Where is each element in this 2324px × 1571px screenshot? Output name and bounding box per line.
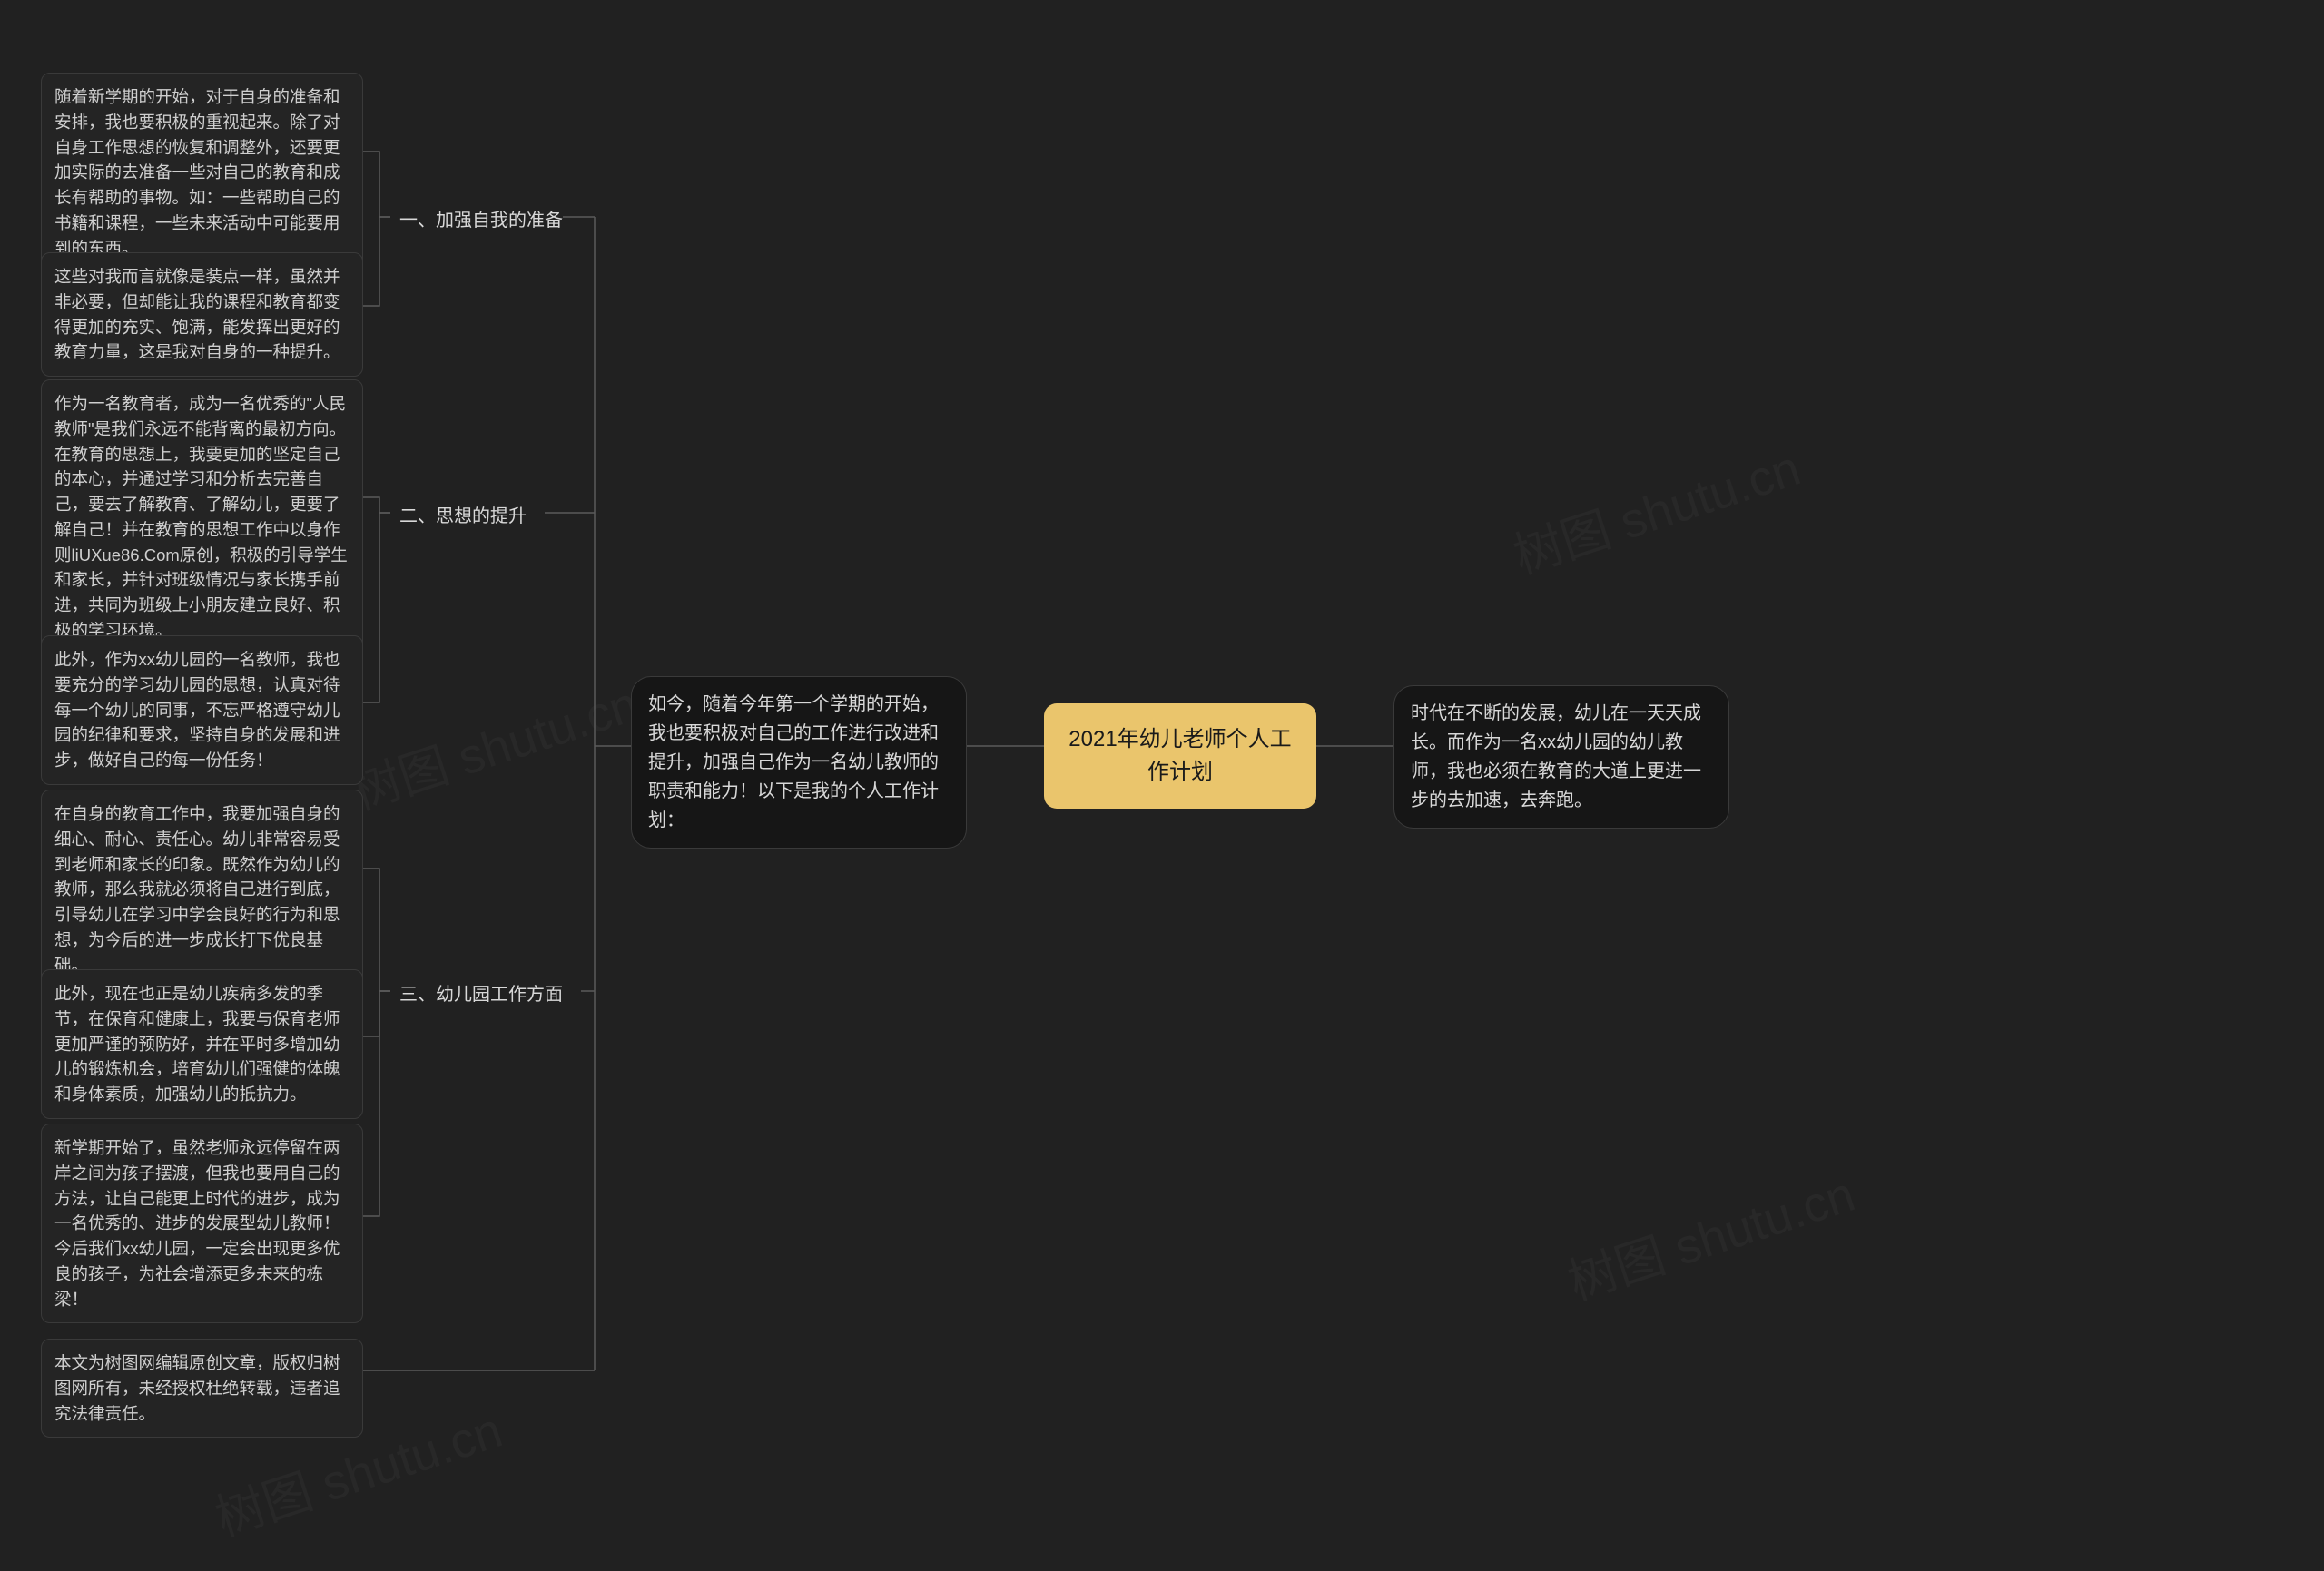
watermark: 树图 shutu.cn: [341, 663, 646, 823]
leaf-text: 此外，作为xx幼儿园的一名教师，我也要充分的学习幼儿园的思想，认真对待每一个幼儿…: [54, 650, 340, 770]
section-label: 一、加强自我的准备: [399, 211, 563, 231]
leaf-3-1[interactable]: 在自身的教育工作中，我要加强自身的细心、耐心、责任心。幼儿非常容易受到老师和家长…: [41, 790, 363, 989]
leaf-1-2[interactable]: 这些对我而言就像是装点一样，虽然并非必要，但却能让我的课程和教育都变得更加的充实…: [41, 252, 363, 377]
leaf-1-1[interactable]: 随着新学期的开始，对于自身的准备和安排，我也要积极的重视起来。除了对自身工作思想…: [41, 73, 363, 272]
leaf-2-2[interactable]: 此外，作为xx幼儿园的一名教师，我也要充分的学习幼儿园的思想，认真对待每一个幼儿…: [41, 635, 363, 785]
leaf-text: 在自身的教育工作中，我要加强自身的细心、耐心、责任心。幼儿非常容易受到老师和家长…: [54, 804, 340, 975]
mindmap-canvas: 树图 shutu.cn 树图 shutu.cn 树图 shutu.cn 树图 s…: [0, 0, 2324, 1571]
leaf-2-1[interactable]: 作为一名教育者，成为一名优秀的"人民教师"是我们永远不能背离的最初方向。在教育的…: [41, 379, 363, 655]
intro-node[interactable]: 如今，随着今年第一个学期的开始，我也要积极对自己的工作进行改进和提升，加强自己作…: [631, 676, 967, 849]
section-3[interactable]: 三、幼儿园工作方面: [390, 976, 590, 1015]
right-text: 时代在不断的发展，幼儿在一天天成长。而作为一名xx幼儿园的幼儿教师，我也必须在教…: [1411, 703, 1701, 810]
section-1[interactable]: 一、加强自我的准备: [390, 201, 572, 241]
watermark: 树图 shutu.cn: [1558, 1154, 1863, 1313]
root-title: 2021年幼儿老师个人工作计划: [1068, 727, 1291, 784]
leaf-text: 这些对我而言就像是装点一样，虽然并非必要，但却能让我的课程和教育都变得更加的充实…: [54, 267, 340, 361]
leaf-3-3[interactable]: 新学期开始了，虽然老师永远停留在两岸之间为孩子摆渡，但我也要用自己的方法，让自己…: [41, 1124, 363, 1323]
watermark: 树图 shutu.cn: [1503, 427, 1808, 587]
section-2[interactable]: 二、思想的提升: [390, 497, 554, 536]
intro-text: 如今，随着今年第一个学期的开始，我也要积极对自己的工作进行改进和提升，加强自己作…: [648, 694, 939, 830]
footer-node[interactable]: 本文为树图网编辑原创文章，版权归树图网所有，未经授权杜绝转载，违者追究法律责任。: [41, 1339, 363, 1438]
root-node[interactable]: 2021年幼儿老师个人工作计划: [1044, 703, 1316, 809]
leaf-3-2[interactable]: 此外，现在也正是幼儿疾病多发的季节，在保育和健康上，我要与保育老师更加严谨的预防…: [41, 969, 363, 1119]
leaf-text: 随着新学期的开始，对于自身的准备和安排，我也要积极的重视起来。除了对自身工作思想…: [54, 87, 340, 258]
footer-text: 本文为树图网编辑原创文章，版权归树图网所有，未经授权杜绝转载，违者追究法律责任。: [54, 1353, 340, 1423]
right-node[interactable]: 时代在不断的发展，幼儿在一天天成长。而作为一名xx幼儿园的幼儿教师，我也必须在教…: [1393, 685, 1729, 829]
leaf-text: 作为一名教育者，成为一名优秀的"人民教师"是我们永远不能背离的最初方向。在教育的…: [54, 394, 348, 640]
leaf-text: 新学期开始了，虽然老师永远停留在两岸之间为孩子摆渡，但我也要用自己的方法，让自己…: [54, 1138, 340, 1309]
section-label: 二、思想的提升: [399, 506, 527, 526]
leaf-text: 此外，现在也正是幼儿疾病多发的季节，在保育和健康上，我要与保育老师更加严谨的预防…: [54, 984, 340, 1104]
section-label: 三、幼儿园工作方面: [399, 985, 563, 1005]
